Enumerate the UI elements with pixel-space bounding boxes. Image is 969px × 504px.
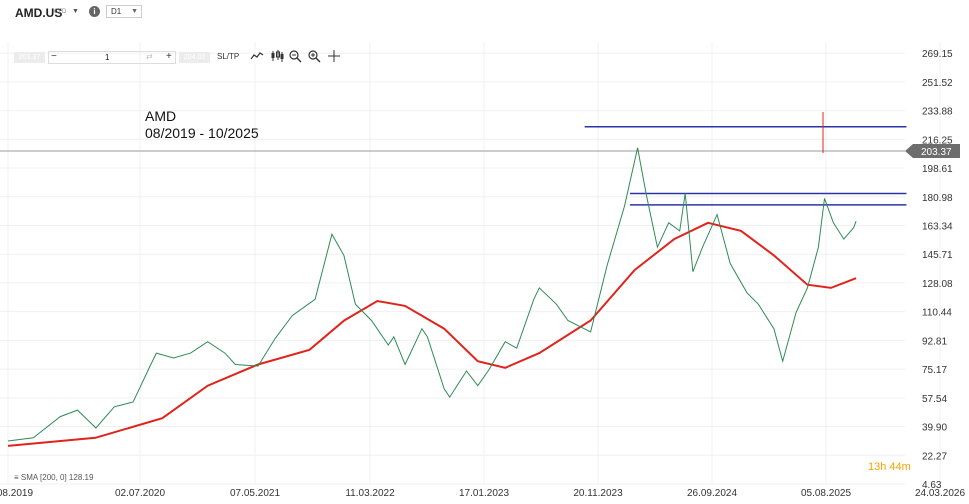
quantity-value[interactable]: 1 xyxy=(105,53,110,62)
x-tick-label: 02.07.2020 xyxy=(115,488,165,499)
timer-hours: 13h xyxy=(868,461,887,473)
chart-toolbar: AMD.US CFD ▼ i D1 ▼ xyxy=(0,0,969,24)
info-icon[interactable]: i xyxy=(89,6,100,17)
sma-legend-label: SMA [200, 0] 128.19 xyxy=(20,473,94,482)
y-tick-label: 251.52 xyxy=(922,78,953,89)
buy-price-button[interactable]: 204.02 xyxy=(179,52,210,63)
reset-icon[interactable]: ⇄ xyxy=(146,52,153,61)
y-tick-label: 269.15 xyxy=(922,49,953,60)
time-axis: 14.08.2019 02.07.2020 07.05.2021 11.03.2022… xyxy=(0,488,965,499)
x-tick-label: 05.08.2025 xyxy=(801,488,851,499)
y-tick-label: 92.81 xyxy=(922,336,947,347)
x-tick-label: 11.03.2022 xyxy=(345,488,395,499)
y-tick-label: 110.44 xyxy=(922,308,952,319)
y-tick-label: 180.98 xyxy=(922,193,953,204)
x-tick-label: 14.08.2019 xyxy=(0,488,33,499)
sma-legend[interactable]: ≡ SMA [200, 0] 128.19 xyxy=(14,473,93,482)
plus-icon[interactable]: + xyxy=(166,51,172,62)
chart-grid xyxy=(0,42,941,485)
timer-minutes: 44m xyxy=(889,461,911,473)
zoom-out-icon[interactable] xyxy=(288,49,302,63)
price-axis: 269.15 251.52 233.88 216.25 198.61 180.98 163.… xyxy=(922,49,953,491)
y-tick-label: 163.34 xyxy=(922,221,953,232)
timeframe-select[interactable]: D1 ▼ xyxy=(106,5,142,18)
zoom-in-icon[interactable] xyxy=(307,49,321,63)
current-price-label: 203.37 xyxy=(921,147,952,158)
symbol-name[interactable]: AMD.US xyxy=(15,6,63,20)
y-tick-label: 75.17 xyxy=(922,365,947,376)
annotation-range: 08/2019 - 10/2025 xyxy=(145,125,259,141)
x-tick-label: 17.01.2023 xyxy=(459,488,509,499)
y-tick-label: 22.27 xyxy=(922,451,947,462)
candles-icon[interactable] xyxy=(270,49,284,63)
minus-icon[interactable]: − xyxy=(51,51,57,62)
y-tick-label: 216.25 xyxy=(922,135,953,146)
current-price-tag: 203.37 xyxy=(905,144,960,158)
y-tick-label: 57.54 xyxy=(922,394,947,405)
y-tick-label: 233.88 xyxy=(922,107,953,118)
symbol-type: CFD xyxy=(54,9,67,15)
x-tick-label: 07.05.2021 xyxy=(230,488,280,499)
x-tick-label: 26.09.2024 xyxy=(687,488,737,499)
chevron-down-icon: ▼ xyxy=(131,8,138,15)
x-tick-label: 24.03.2026 xyxy=(915,488,965,499)
crosshair-icon[interactable] xyxy=(327,49,341,63)
y-tick-label: 4.63 xyxy=(922,480,942,491)
indicator-icon: ≡ xyxy=(14,473,19,482)
y-tick-label: 198.61 xyxy=(922,164,953,175)
x-tick-label: 20.11.2023 xyxy=(573,488,623,499)
timeframe-value: D1 xyxy=(111,7,122,16)
price-series-line xyxy=(7,147,857,442)
trade-toolbar: 203.37 − 1 ⇄ + 204.02 SL/TP xyxy=(0,24,969,64)
y-tick-label: 145.71 xyxy=(922,250,953,261)
quantity-stepper[interactable]: − 1 ⇄ + xyxy=(48,51,176,64)
line-style-icon[interactable] xyxy=(250,49,264,63)
resistance-levels xyxy=(584,125,907,206)
bar-countdown-timer: 13h 44m xyxy=(868,461,911,473)
sma-200-line xyxy=(7,221,857,447)
y-tick-label: 128.08 xyxy=(922,279,953,290)
annotation-title: AMD xyxy=(145,108,177,124)
sell-price-button[interactable]: 203.37 xyxy=(14,52,45,63)
y-tick-label: 39.90 xyxy=(922,423,947,434)
sltp-button[interactable]: SL/TP xyxy=(217,52,240,61)
symbol-dropdown-icon[interactable]: ▼ xyxy=(72,8,79,15)
